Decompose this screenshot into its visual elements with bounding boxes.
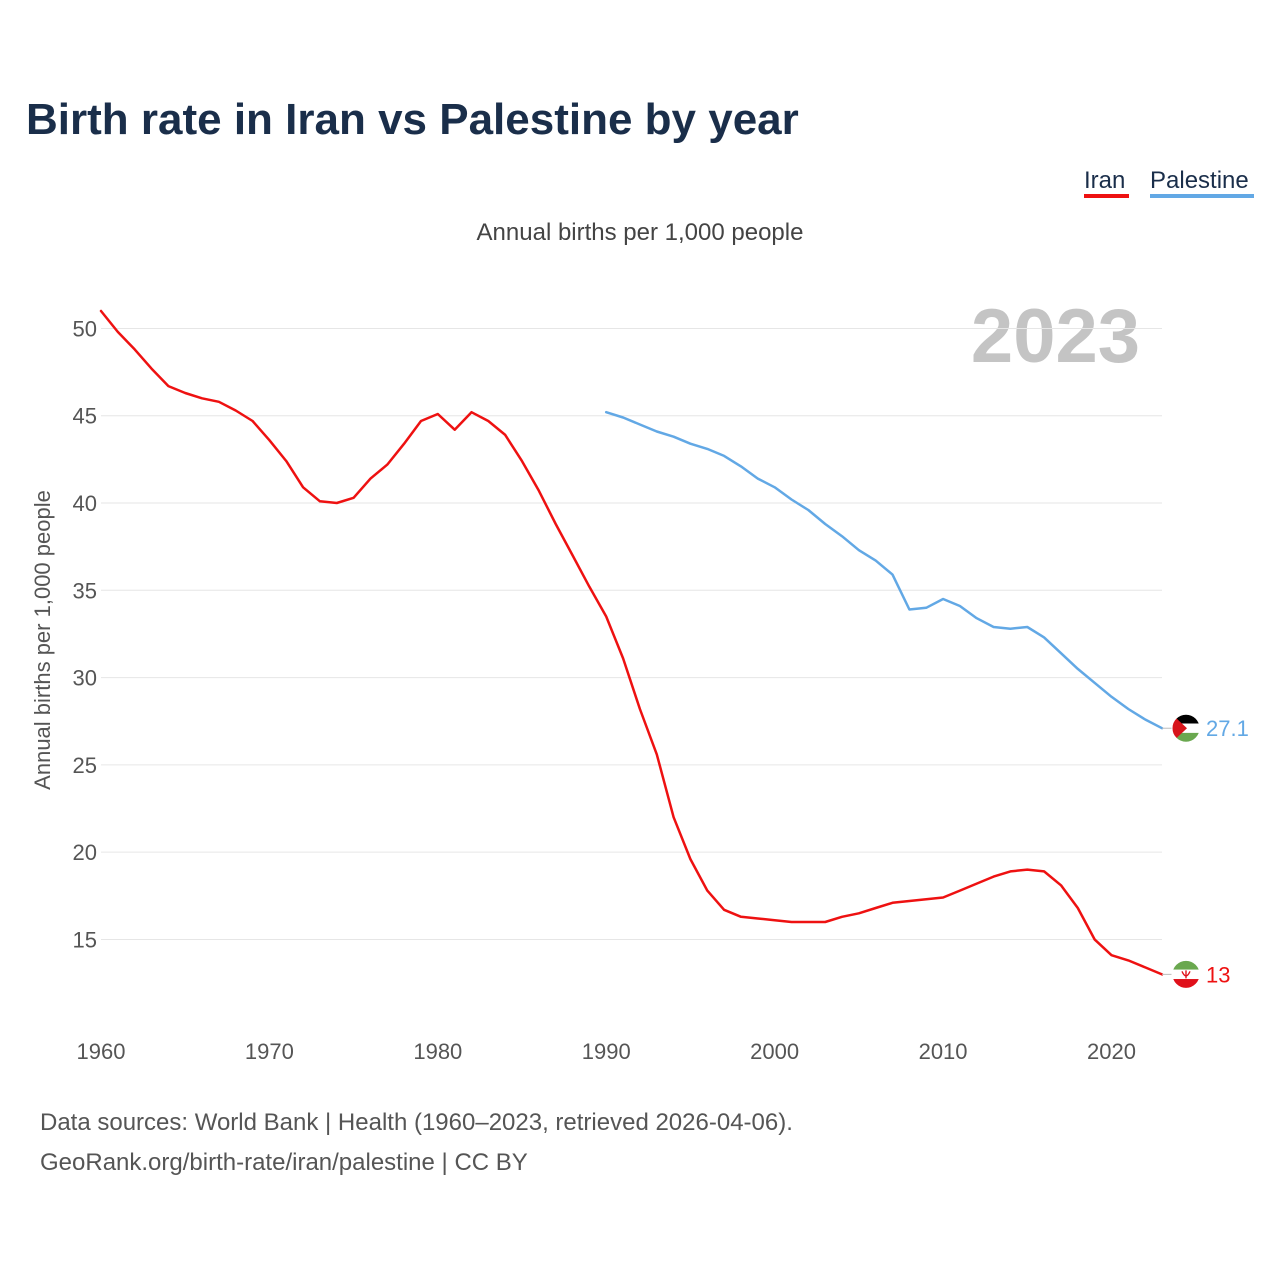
x-tick-1960: 1960 <box>77 1039 126 1064</box>
x-tick-2000: 2000 <box>750 1039 799 1064</box>
y-tick-20: 20 <box>73 840 97 865</box>
end-label-palestine: 27.1 <box>1206 716 1249 741</box>
year-watermark: 2023 <box>971 294 1140 379</box>
iran-flag-icon <box>1171 959 1201 989</box>
legend-swatch-iran <box>1084 194 1129 198</box>
legend-label-palestine[interactable]: Palestine <box>1150 167 1249 194</box>
legend: Iran Palestine <box>1084 167 1254 198</box>
y-tick-30: 30 <box>73 666 97 691</box>
y-tick-35: 35 <box>73 578 97 603</box>
end-markers: 13 27.1 <box>1162 713 1249 989</box>
x-tick-1990: 1990 <box>582 1039 631 1064</box>
y-tick-45: 45 <box>73 404 97 429</box>
x-tick-2020: 2020 <box>1087 1039 1136 1064</box>
end-label-iran: 13 <box>1206 962 1230 987</box>
legend-item-iran[interactable]: Iran <box>1084 167 1129 198</box>
x-tick-1980: 1980 <box>413 1039 462 1064</box>
series-line-iran[interactable] <box>99 309 1164 976</box>
chart-subtitle: Annual births per 1,000 people <box>477 219 804 246</box>
grid-lines <box>101 327 1162 940</box>
y-axis-label: Annual births per 1,000 people <box>30 490 55 790</box>
source-text: Data sources: World Bank | Health (1960–… <box>40 1109 793 1136</box>
source-url[interactable]: GeoRank.org/birth-rate/iran/palestine | … <box>40 1149 528 1176</box>
x-axis-ticks: 1960 1970 1980 1990 2000 2010 2020 <box>77 1039 1136 1064</box>
x-tick-1970: 1970 <box>245 1039 294 1064</box>
legend-label-iran[interactable]: Iran <box>1084 167 1125 194</box>
y-tick-40: 40 <box>73 491 97 516</box>
y-tick-15: 15 <box>73 927 97 952</box>
palestine-flag-icon <box>1171 713 1201 743</box>
series-line-palestine[interactable] <box>604 410 1164 730</box>
x-tick-2010: 2010 <box>919 1039 968 1064</box>
chart-title: Birth rate in Iran vs Palestine by year <box>26 95 799 144</box>
legend-swatch-palestine <box>1150 194 1254 198</box>
series-lines <box>99 309 1164 976</box>
legend-item-palestine[interactable]: Palestine <box>1150 167 1254 198</box>
y-tick-50: 50 <box>73 316 97 341</box>
y-axis-ticks: 15 20 25 30 35 40 45 50 <box>73 316 97 952</box>
y-tick-25: 25 <box>73 753 97 778</box>
